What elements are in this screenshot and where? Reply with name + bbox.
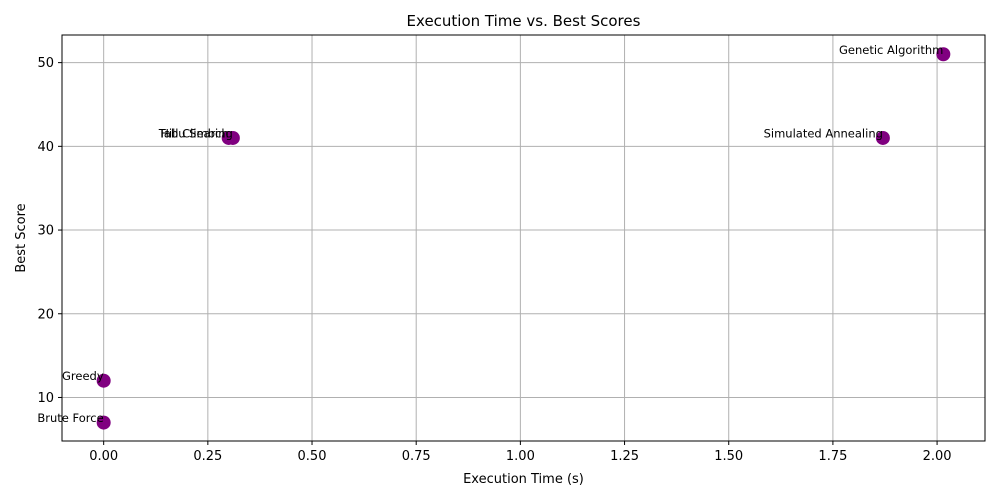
x-tick-label: 0.75 <box>402 449 431 464</box>
data-point <box>875 130 890 145</box>
data-point <box>96 415 111 430</box>
data-point-label: Greedy <box>62 369 104 383</box>
data-point-label: Brute Force <box>37 411 103 425</box>
x-axis-title: Execution Time (s) <box>463 472 584 487</box>
data-point-label: Hill Climbing <box>160 126 233 140</box>
data-point <box>221 130 236 145</box>
y-tick-label: 40 <box>37 140 54 155</box>
y-axis-title: Best Score <box>14 203 29 272</box>
data-point <box>936 47 951 62</box>
plot-area-frame <box>61 34 986 442</box>
data-point-label: Tabu Search <box>158 126 229 140</box>
x-axis-ticks: 0.00 0.25 0.50 0.75 1.00 1.25 1.50 1.75 2.00 <box>89 441 952 464</box>
data-point-label: Genetic Algorithm <box>839 43 943 57</box>
x-tick-label: 0.25 <box>193 449 222 464</box>
data-point-label: Simulated Annealing <box>764 126 883 140</box>
x-tick-label: 1.50 <box>714 449 743 464</box>
x-tick-label: 0.50 <box>298 449 327 464</box>
y-tick-label: 20 <box>37 307 54 322</box>
y-axis-ticks: 10 20 30 40 50 <box>37 56 62 406</box>
x-tick-label: 1.25 <box>610 449 639 464</box>
grid-layer <box>62 35 985 441</box>
y-tick-label: 10 <box>37 391 54 406</box>
y-tick-label: 30 <box>37 224 54 239</box>
chart-title: Execution Time vs. Best Scores <box>407 12 641 30</box>
x-tick-label: 1.00 <box>506 449 535 464</box>
x-tick-label: 2.00 <box>923 449 952 464</box>
points-layer <box>96 47 951 430</box>
x-tick-label: 1.75 <box>818 449 847 464</box>
y-tick-label: 50 <box>37 56 54 71</box>
x-tick-label: 0.00 <box>89 449 118 464</box>
data-point <box>96 373 111 388</box>
